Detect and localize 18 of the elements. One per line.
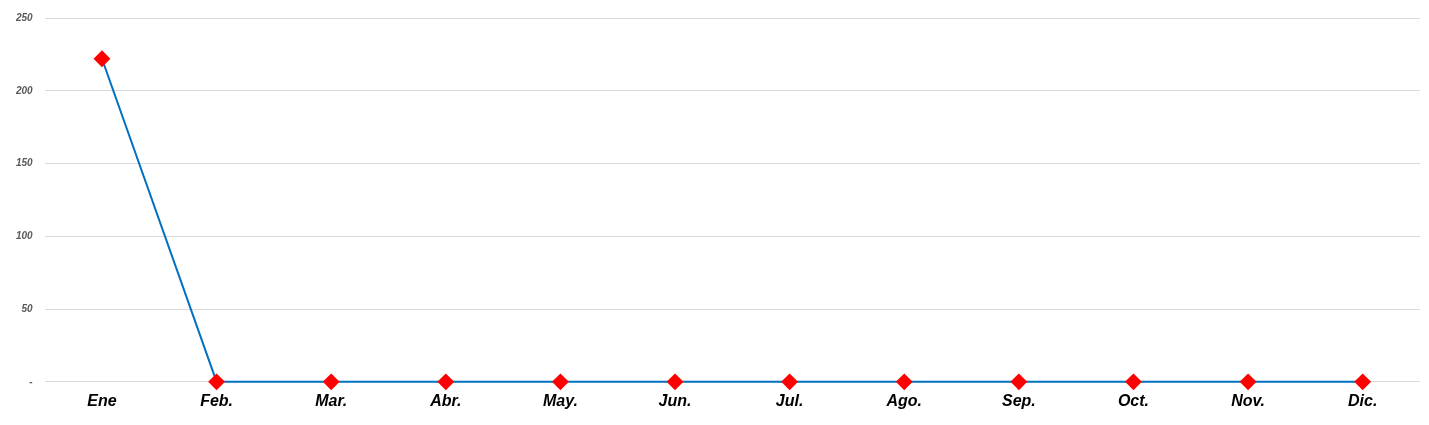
y-tick-label: 200 [15,84,34,96]
x-tick-label: Abr. [429,391,462,409]
y-tick-label: 100 [16,230,34,242]
x-tick-label: Sep. [1001,391,1036,409]
x-tick-label: Oct. [1117,391,1150,409]
x-tick-label: Nov. [1231,391,1265,409]
y-tick-label: 50 [21,302,34,314]
x-tick-label: Ago. [885,391,923,409]
y-tick-label: 250 [15,11,34,23]
x-tick-label: Feb. [200,391,234,409]
x-tick-label: May. [542,391,578,409]
x-tick-label: Jun. [658,391,692,409]
x-tick-label: Jul. [775,391,804,409]
y-tick-label: - [29,375,34,387]
y-tick-label: 150 [16,157,34,169]
x-tick-label: Mar. [315,391,348,409]
x-tick-label: Dic. [1348,391,1378,409]
x-tick-label: Ene [87,391,117,409]
